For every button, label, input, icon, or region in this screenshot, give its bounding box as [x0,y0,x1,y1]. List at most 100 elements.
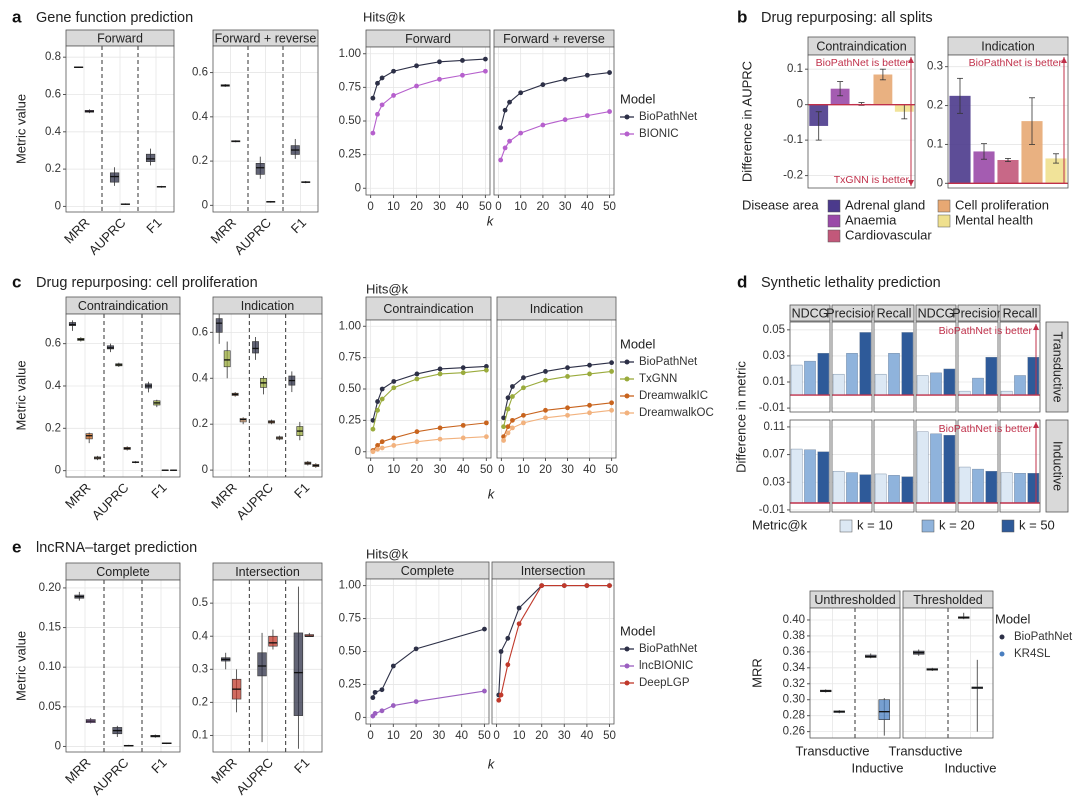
legend-label: BIONIC [639,128,679,140]
legend-title: Metric@k [752,517,808,532]
bar [916,431,929,504]
data-point [540,122,546,128]
panel-border [915,321,957,413]
facet-title: Indication [530,302,584,316]
legend-dot [999,634,1005,640]
x-tick-label: 10 [387,201,400,213]
legend-swatch [921,519,935,533]
y-tick-label: 0.75 [339,613,361,625]
y-tick-label: 1.00 [339,320,361,332]
x-tick-label: MRR [62,480,94,512]
panel-border [65,579,181,753]
data-point [502,107,508,113]
y-tick-label: 0.26 [783,726,805,738]
data-point [370,426,376,432]
panel-border [873,419,915,513]
row-strip [1045,419,1069,513]
bar [949,95,971,184]
bar [972,377,984,396]
facet-title: Complete [401,564,455,578]
legend-dot [624,131,630,137]
bar [901,476,914,504]
x-tick-label: 20 [410,201,423,213]
y-tick-label: 0.11 [763,421,785,433]
facet-title: Intersection [235,565,300,579]
bar [790,448,803,504]
chart-subtitle: Hits@k [366,546,409,561]
y-axis-title: Difference in AUPRC [739,61,754,182]
y-tick-label: 0.2 [192,418,208,430]
panel-border [957,419,999,513]
data-point [609,369,614,374]
data-point [414,439,420,445]
box [252,341,259,354]
x-tick-label: 0 [367,201,373,213]
box [257,652,267,677]
y-tick-label: -0.01 [759,504,785,516]
data-point [507,138,512,144]
panel-border [491,578,615,725]
bar [804,360,816,396]
y-tick-label: 0.2 [45,163,61,175]
legend-label: Anaemia [845,212,897,227]
legend-label: Cardiovascular [845,227,932,242]
data-point [414,63,419,69]
data-point [518,130,524,136]
facet-strip [957,304,999,322]
facet-strip [831,304,873,322]
y-tick-label: 0.1 [192,729,208,741]
y-tick-label: 0.25 [339,414,361,426]
legend-swatch [839,519,853,533]
legend-dot [624,114,630,120]
x-tick-label: 50 [605,464,618,476]
bar [817,353,830,396]
x-tick-label: 0 [367,464,373,476]
data-point [379,708,385,714]
legend-swatch [937,214,951,228]
y-axis-title: Metric value [13,631,28,701]
facet-title: Intersection [521,564,586,578]
data-point [540,82,546,88]
row-title: Transductive [1051,331,1065,402]
y-tick-label: -0.2 [783,170,803,182]
panel-border [831,419,873,513]
y-tick-label: 0 [355,711,361,723]
panel-title: Drug repurposing: all splits [761,10,933,26]
panel-border [365,578,490,725]
data-point [460,58,465,63]
y-tick-label: 0.15 [39,622,61,634]
data-point [460,422,466,428]
data-point [375,443,380,448]
y-tick-label: -0.01 [759,402,785,414]
data-point [587,371,592,377]
x-tick-label: 30 [559,201,572,213]
data-point [562,76,568,82]
data-point [414,83,419,89]
panel-border [212,579,323,753]
y-tick-label: 0 [55,740,61,752]
y-axis-title: MRR [749,658,764,688]
data-point [483,56,488,62]
data-point [521,420,526,426]
data-point [584,72,590,78]
bar [817,451,830,504]
y-tick-label: 0 [797,99,803,111]
y-tick-label: 0.38 [783,630,805,642]
panel-border [873,321,915,413]
annotation: BioPathNet is better [969,57,1063,69]
facet-title: Indication [241,299,295,313]
y-tick-label: 0.32 [783,678,805,690]
legend-label: DreamwalkIC [639,390,708,402]
data-point [505,430,511,436]
panel-border [999,321,1041,413]
x-tick-label: 0 [493,730,499,742]
y-tick-label: 0.3 [927,61,943,73]
bar [846,353,858,396]
data-point [505,406,511,412]
x-tick-label: 30 [561,464,574,476]
x-tick-label: F1 [288,215,309,236]
arrow-head [1033,324,1039,330]
panel-border [999,419,1041,513]
data-point [391,379,397,384]
